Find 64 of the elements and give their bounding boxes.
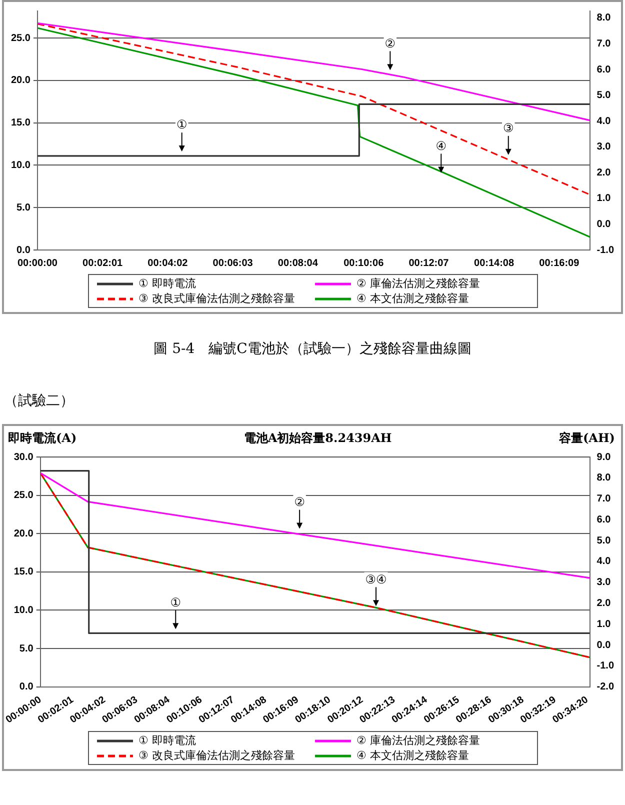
y2-tick-label: 0.0 — [596, 218, 612, 230]
y2-tick-label: 6.0 — [596, 64, 612, 76]
y2-tick-label: 0.0 — [596, 640, 612, 651]
y-tick-label: 20.0 — [10, 75, 31, 86]
y2-tick-label: 4.0 — [596, 116, 612, 127]
y-tick-label: 10.0 — [14, 604, 34, 616]
legend-label: ① 即時電流 — [138, 276, 196, 291]
y-tick-label: 25.0 — [10, 32, 31, 44]
y2-tick-label: 3.0 — [596, 142, 612, 153]
y2-tick-label: 8.0 — [596, 472, 612, 484]
y2-tick-label: 8.0 — [596, 12, 612, 24]
y-tick-label: 5.0 — [16, 202, 31, 214]
y2-tick-label: 7.0 — [596, 494, 612, 505]
y2-tick-label: 2.0 — [596, 598, 612, 610]
annotation: ④ — [436, 138, 447, 153]
y2-tick-label: 6.0 — [596, 514, 612, 526]
y-tick-label: 5.0 — [19, 643, 34, 654]
y-tick-label: 25.0 — [14, 490, 34, 502]
annotation: ② — [384, 36, 396, 50]
annotation: ③④ — [365, 572, 387, 586]
y2-tick-label: 9.0 — [596, 452, 612, 463]
chart-title: 電池A初始容量8.2439AH — [244, 430, 392, 447]
legend-label: ③ 改良式庫倫法估測之殘餘容量 — [138, 748, 295, 763]
y2-tick-label: 7.0 — [596, 38, 612, 50]
legend-label: ③ 改良式庫倫法估測之殘餘容量 — [138, 291, 295, 306]
annotation: ① — [176, 118, 188, 132]
y2-tick-label: 1.0 — [596, 193, 612, 204]
y2-tick-label: 3.0 — [596, 577, 612, 588]
y2-tick-label: 1.0 — [596, 618, 612, 630]
legend-label: ② 庫倫法估測之殘餘容量 — [356, 733, 480, 748]
y2-tick-label: -1.0 — [596, 660, 614, 672]
y2-tick-label: 4.0 — [596, 556, 612, 568]
legend-label: ① 即時電流 — [138, 733, 196, 748]
y-tick-label: 15.0 — [10, 118, 31, 129]
annotation: ② — [294, 494, 305, 509]
x-tick-label: 00:14:08 — [474, 258, 514, 269]
y2-tick-label: -2.0 — [596, 682, 614, 693]
y2-tick-label: 5.0 — [596, 535, 612, 546]
y-axis-title: 即時電流(A) — [8, 430, 77, 447]
x-tick-label: 00:16:09 — [539, 258, 580, 269]
annotation: ① — [170, 595, 182, 610]
x-tick-label: 00:02:01 — [82, 258, 124, 269]
y2-tick-label: 5.0 — [596, 90, 612, 102]
y2-axis-title: 容量(AH) — [558, 430, 615, 447]
x-tick-label: 00:04:02 — [148, 258, 188, 269]
y-tick-label: 0.0 — [19, 682, 34, 693]
y-tick-label: 20.0 — [14, 528, 34, 540]
legend-label: ② 庫倫法估測之殘餘容量 — [356, 276, 480, 291]
y2-tick-label: -1.0 — [596, 244, 614, 256]
y-tick-label: 0.0 — [16, 244, 31, 256]
y-tick-label: 15.0 — [14, 566, 34, 578]
legend-label: ④ 本文估測之殘餘容量 — [356, 291, 469, 306]
x-tick-label: 00:12:07 — [408, 258, 450, 269]
x-tick-label: 00:10:06 — [344, 258, 384, 269]
x-tick-label: 00:08:04 — [278, 258, 318, 269]
y-tick-label: 10.0 — [10, 160, 31, 171]
x-tick-label: 00:00:00 — [17, 258, 58, 269]
y2-tick-label: 2.0 — [596, 167, 612, 178]
legend-label: ④ 本文估測之殘餘容量 — [356, 748, 469, 763]
x-tick-label: 00:06:03 — [212, 258, 254, 269]
caption: 圖 5-4 編號C電池於（試驗一）之殘餘容量曲線圖 — [152, 340, 472, 359]
y-tick-label: 30.0 — [14, 452, 34, 463]
text: （試驗二） — [4, 392, 75, 411]
annotation: ③ — [502, 121, 514, 136]
